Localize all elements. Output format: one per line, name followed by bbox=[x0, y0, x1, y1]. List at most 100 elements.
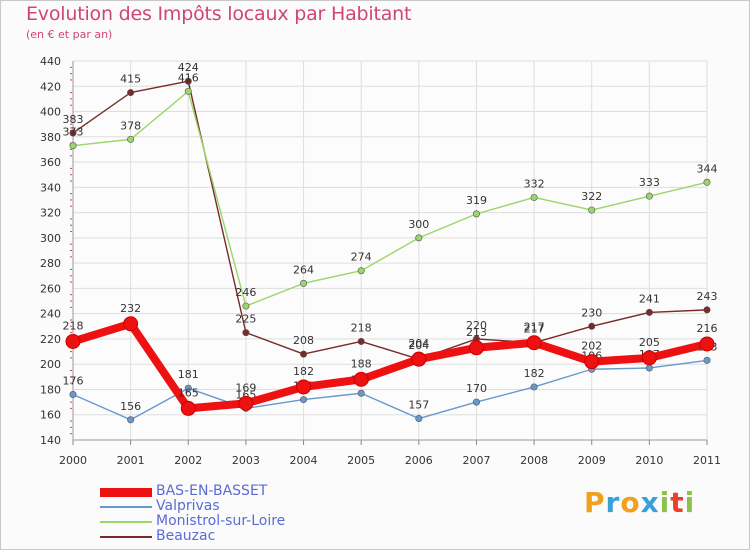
data-label: 204 bbox=[408, 339, 429, 352]
plot-area bbox=[73, 61, 707, 440]
data-label: 241 bbox=[639, 292, 660, 305]
data-label: 300 bbox=[408, 218, 429, 231]
data-label: 264 bbox=[293, 263, 314, 276]
x-tick-label: 2005 bbox=[347, 454, 375, 467]
data-point bbox=[69, 391, 77, 399]
data-point bbox=[415, 415, 423, 423]
y-tick-label: 260 bbox=[40, 282, 61, 295]
series-line-beauzac bbox=[72, 80, 708, 360]
data-label: 332 bbox=[524, 177, 545, 190]
data-label: 218 bbox=[351, 321, 372, 334]
legend-swatch bbox=[100, 521, 152, 523]
data-point bbox=[184, 87, 192, 95]
x-tick-label: 2010 bbox=[635, 454, 663, 467]
data-point bbox=[300, 396, 308, 404]
legend-swatch bbox=[100, 536, 152, 538]
data-point bbox=[703, 178, 711, 186]
series-line-bas-en-basset bbox=[69, 319, 711, 413]
data-label: 416 bbox=[178, 71, 199, 84]
x-tick-label: 2004 bbox=[290, 454, 318, 467]
data-point bbox=[645, 192, 653, 200]
data-label: 181 bbox=[178, 368, 199, 381]
line-chart: 140 160 180 200 220 240 260 280 300 320 340 360 380 4… bbox=[40, 55, 721, 467]
data-label: 246 bbox=[235, 286, 256, 299]
data-label: 170 bbox=[466, 382, 487, 395]
x-tick-label: 2011 bbox=[693, 454, 721, 467]
data-label: 373 bbox=[63, 126, 84, 139]
logo-letter: i bbox=[684, 486, 696, 519]
proxiti-logo: Proxiti bbox=[584, 486, 695, 519]
data-point bbox=[641, 350, 657, 366]
data-label: 217 bbox=[524, 321, 545, 334]
data-point bbox=[127, 89, 135, 97]
data-point bbox=[588, 206, 596, 214]
data-point bbox=[300, 279, 308, 287]
legend-label: Valprivas bbox=[156, 498, 220, 514]
y-tick-label: 420 bbox=[40, 80, 61, 93]
data-point bbox=[296, 379, 312, 395]
logo-letter: o bbox=[620, 486, 641, 519]
data-label: 157 bbox=[408, 399, 429, 412]
data-label: 188 bbox=[351, 357, 372, 370]
data-point bbox=[357, 389, 365, 397]
data-point bbox=[69, 142, 77, 150]
data-label: 218 bbox=[63, 319, 84, 332]
data-label: 156 bbox=[120, 400, 141, 413]
data-point bbox=[645, 308, 653, 316]
data-point bbox=[127, 135, 135, 143]
data-point bbox=[353, 371, 369, 387]
data-label: 319 bbox=[466, 194, 487, 207]
data-point bbox=[184, 77, 192, 85]
y-tick-label: 280 bbox=[40, 257, 61, 270]
y-tick-label: 300 bbox=[40, 232, 61, 245]
data-point bbox=[242, 329, 250, 337]
legend-label: Beauzac bbox=[156, 528, 216, 544]
data-label: 202 bbox=[581, 340, 602, 353]
data-point bbox=[357, 267, 365, 275]
y-tick-label: 240 bbox=[40, 308, 61, 321]
y-tick-label: 200 bbox=[40, 358, 61, 371]
data-label: 182 bbox=[293, 365, 314, 378]
data-label: 424 bbox=[178, 61, 199, 74]
y-tick-label: 400 bbox=[40, 106, 61, 119]
data-point bbox=[526, 335, 542, 351]
x-tick-label: 2007 bbox=[462, 454, 490, 467]
data-label: 322 bbox=[581, 190, 602, 203]
data-point bbox=[65, 333, 81, 349]
data-label: 378 bbox=[120, 119, 141, 132]
data-label: 216 bbox=[697, 322, 718, 335]
data-label: 176 bbox=[63, 375, 84, 388]
data-point bbox=[69, 129, 77, 137]
data-label: 415 bbox=[120, 73, 141, 86]
x-tick-label: 2003 bbox=[232, 454, 260, 467]
logo-letter: i bbox=[659, 486, 671, 519]
y-tick-label: 220 bbox=[40, 333, 61, 346]
data-label: 169 bbox=[235, 381, 256, 394]
data-point bbox=[703, 356, 711, 364]
data-label: 333 bbox=[639, 176, 660, 189]
y-tick-label: 440 bbox=[40, 55, 61, 68]
x-tick-label: 2000 bbox=[59, 454, 87, 467]
data-label: 220 bbox=[466, 319, 487, 332]
data-label: 383 bbox=[63, 113, 84, 126]
data-point bbox=[584, 354, 600, 370]
data-label: 205 bbox=[639, 336, 660, 349]
series-line-monistrol-sur-loire bbox=[72, 90, 708, 307]
data-point bbox=[468, 340, 484, 356]
y-tick-label: 380 bbox=[40, 131, 61, 144]
logo-letter: x bbox=[640, 486, 660, 519]
data-label: 217 bbox=[524, 323, 545, 336]
data-point bbox=[127, 416, 135, 424]
data-label: 274 bbox=[351, 251, 372, 264]
y-tick-label: 340 bbox=[40, 181, 61, 194]
chart-title: Evolution des Impôts locaux par Habitant bbox=[26, 3, 412, 25]
data-point bbox=[530, 193, 538, 201]
legend-label: BAS-EN-BASSET bbox=[156, 483, 268, 499]
data-point bbox=[123, 316, 139, 332]
data-point bbox=[242, 302, 250, 310]
chart-subtitle: (en € et par an) bbox=[26, 28, 113, 41]
logo-letter: P bbox=[584, 486, 606, 519]
data-point bbox=[357, 337, 365, 345]
data-point bbox=[645, 364, 653, 372]
data-point bbox=[530, 383, 538, 391]
